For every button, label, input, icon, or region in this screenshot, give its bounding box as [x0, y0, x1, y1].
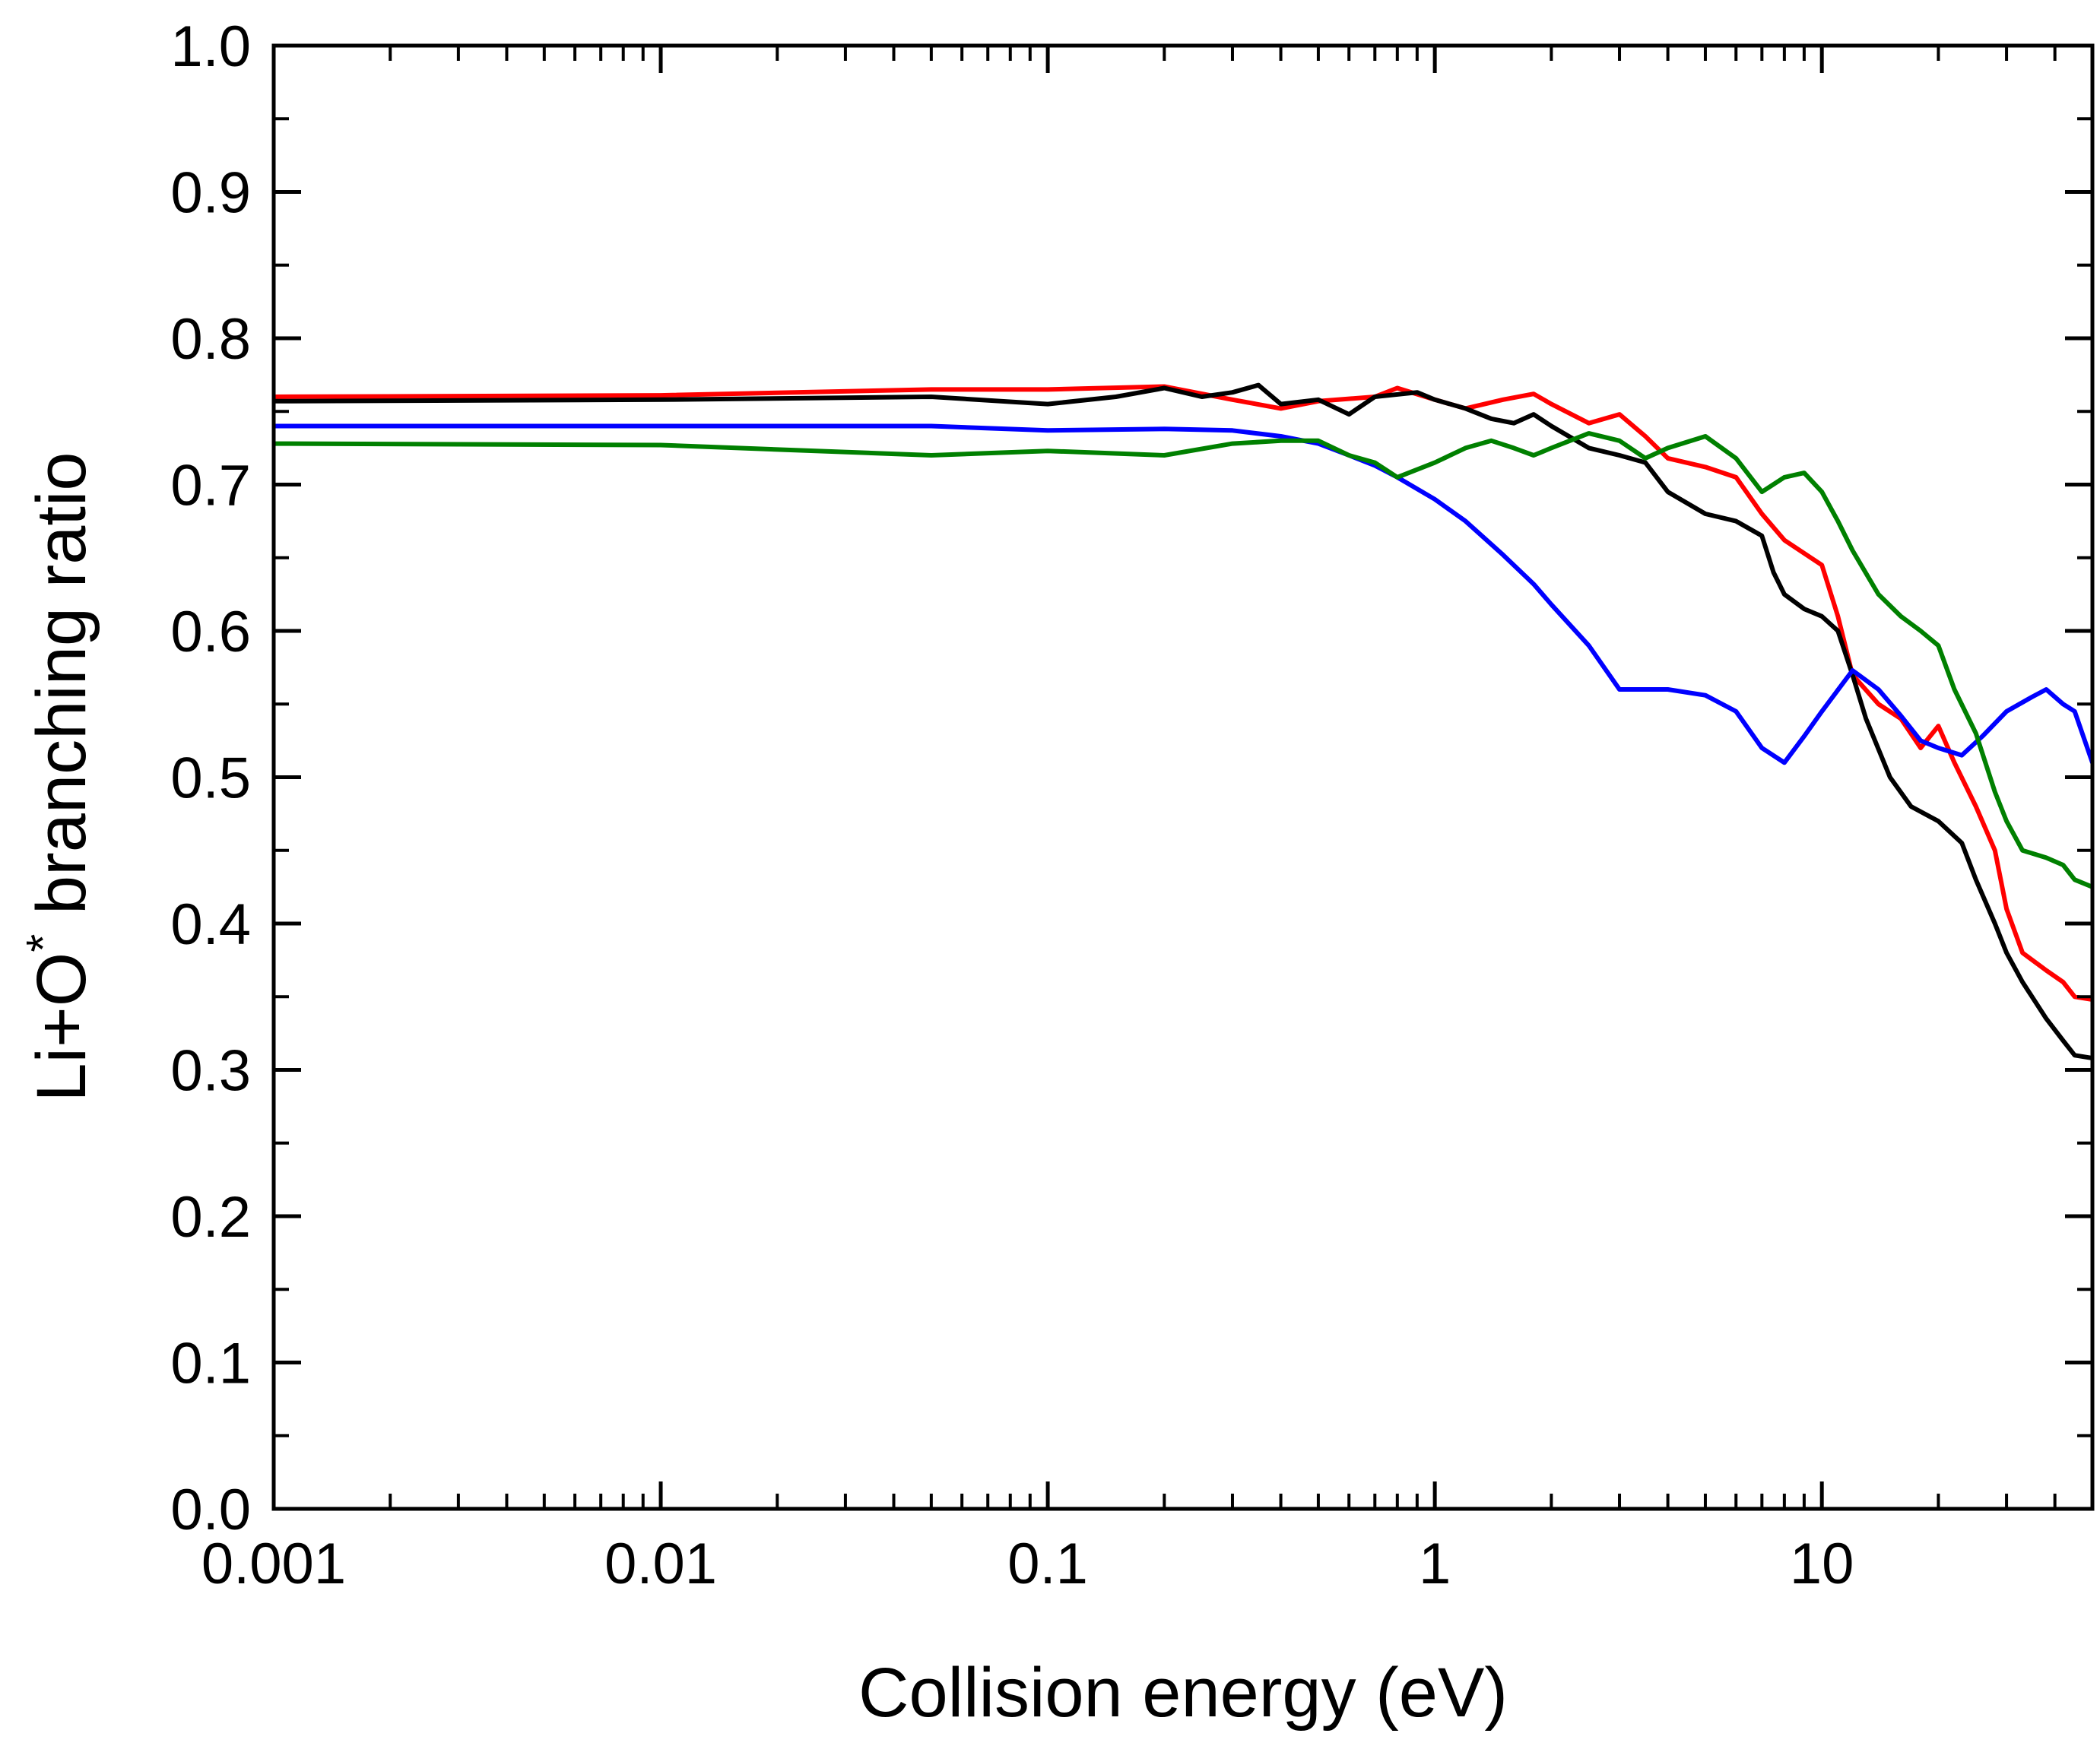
y-tick-label: 0.5	[170, 746, 251, 811]
y-axis-title: Li+O* branching ratio	[17, 452, 100, 1101]
y-tick-label: 0.8	[170, 307, 251, 372]
y-axis-title-superscript: *	[17, 934, 70, 952]
y-tick-label: 1.0	[170, 14, 251, 79]
y-tick-label: 0.2	[170, 1185, 251, 1250]
series-line-black	[274, 382, 2092, 1061]
y-tick-label: 0.4	[170, 892, 251, 957]
y-tick-label: 0.3	[170, 1039, 251, 1104]
y-tick-label: 0.7	[170, 454, 251, 518]
x-tick-label: 1	[1419, 1532, 1451, 1596]
series-layer	[274, 382, 2092, 1061]
y-tick-labels: 0.0 0.1 0.2 0.3 0.4 0.5 0.6 0.7 0.8 0.9 1.0	[170, 14, 251, 1542]
y-axis-title-main: Li+O	[23, 952, 100, 1102]
x-tick-label: 0.01	[604, 1532, 717, 1596]
y-tick-label: 0.6	[170, 600, 251, 664]
x-tick-label: 0.001	[201, 1532, 346, 1596]
y-tick-label: 0.1	[170, 1332, 251, 1396]
y-axis-title-rest: branching ratio	[23, 452, 100, 933]
x-tick-labels: 0.001 0.01 0.1 1 10	[201, 1532, 1854, 1596]
series-line-red	[274, 384, 2092, 1003]
x-tick-label: 0.1	[1007, 1532, 1088, 1596]
x-tick-label: 10	[1790, 1532, 1854, 1596]
y-tick-label: 0.0	[170, 1478, 251, 1542]
plot-frame	[271, 43, 2095, 1511]
series-line-green	[274, 431, 2092, 889]
y-tick-label: 0.9	[170, 161, 251, 226]
x-axis-title: Collision energy (eV)	[858, 1654, 1508, 1732]
